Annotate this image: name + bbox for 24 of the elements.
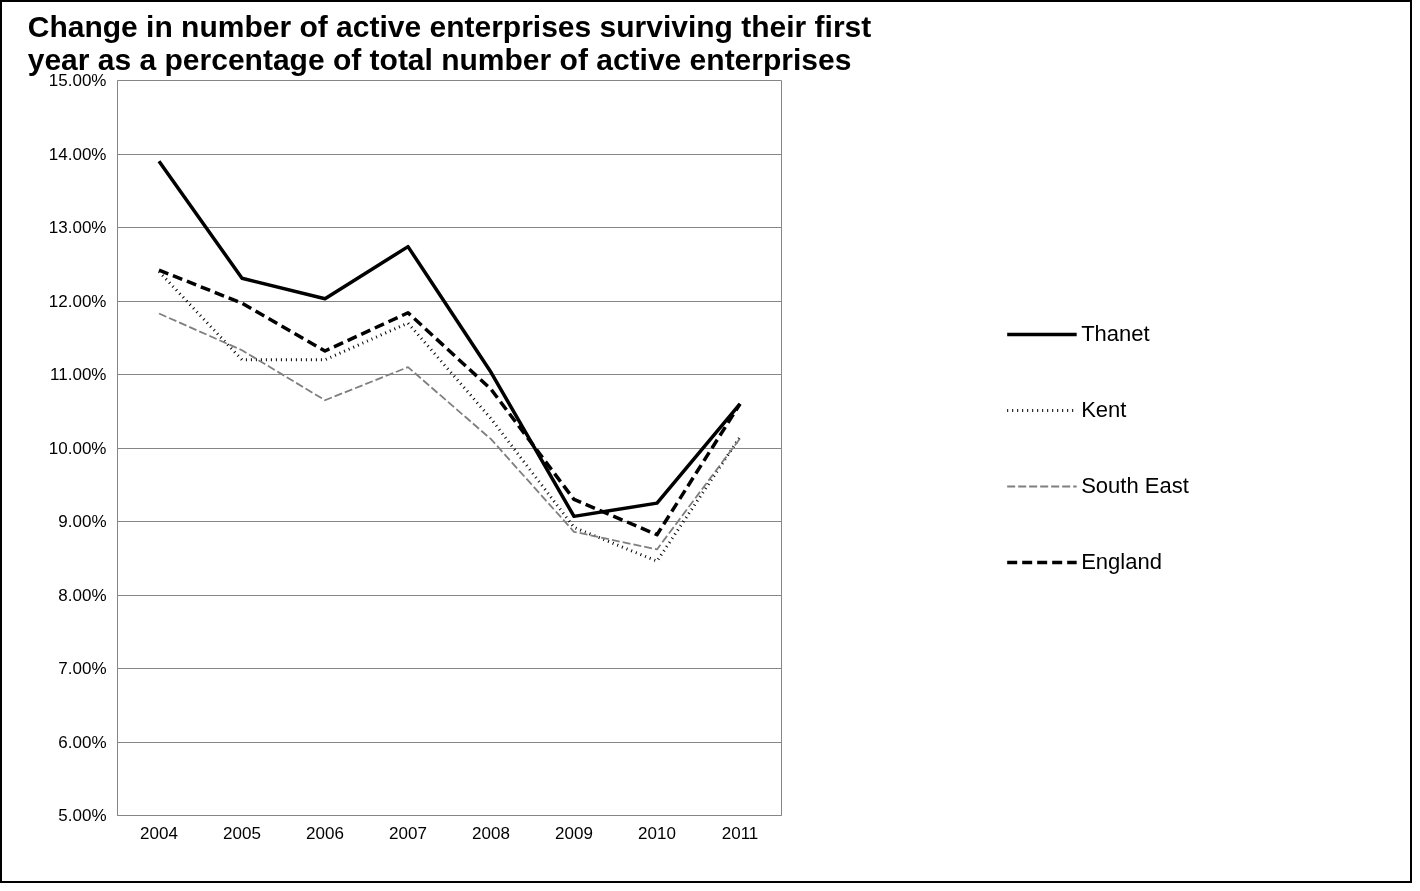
y-tick-label: 5.00%: [58, 806, 107, 825]
y-tick-label: 14.00%: [48, 144, 107, 164]
y-tick-label: 6.00%: [58, 732, 107, 752]
x-tick-label: 2007: [389, 823, 427, 843]
x-tick-label: 2004: [140, 823, 178, 843]
legend-label: Kent: [1081, 396, 1127, 423]
legend-label: England: [1081, 548, 1162, 575]
x-tick-label: 2009: [555, 823, 593, 843]
x-tick-label: 2008: [472, 823, 510, 843]
y-tick-label: 9.00%: [58, 512, 107, 531]
y-tick-label: 15.00%: [48, 71, 107, 90]
y-tick-label: 10.00%: [48, 438, 107, 458]
y-tick-label: 11.00%: [50, 365, 107, 384]
y-tick-label: 8.00%: [58, 585, 107, 605]
y-tick-label: 13.00%: [48, 218, 107, 237]
y-tick-label: 12.00%: [48, 291, 107, 311]
x-tick-label: 2005: [223, 823, 261, 843]
y-tick-label: 7.00%: [58, 659, 107, 678]
x-tick-label: 2011: [721, 823, 759, 843]
legend-label: South East: [1081, 472, 1189, 499]
x-tick-label: 2006: [306, 823, 344, 843]
line-series: [158, 312, 741, 551]
x-tick-label: 2010: [638, 823, 676, 843]
legend-label: Thanet: [1081, 320, 1150, 347]
